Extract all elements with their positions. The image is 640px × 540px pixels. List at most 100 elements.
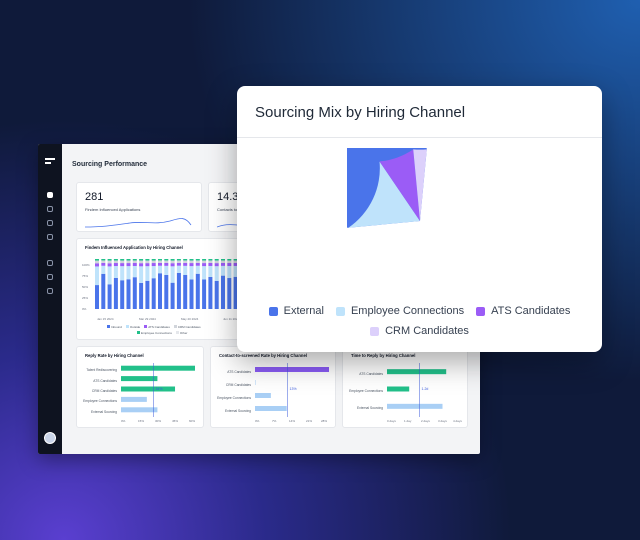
stacked-bar-segment [233,260,238,263]
legend-swatch [335,306,345,316]
stacked-bar-segment [176,272,181,309]
reference-label: 1.2d [422,387,429,391]
stacked-bar-segment [233,262,238,266]
stacked-bar-segment [202,260,207,264]
stacked-bar-segment [101,262,106,266]
time-to-reply-bars: 1.2d [387,363,447,417]
x-tick: 21% [306,419,313,423]
bar [121,386,176,392]
pie-slice-crm-candidates[interactable] [413,149,427,221]
stacked-bar-segment [183,259,188,261]
legend-item-employee-connections[interactable]: Employee Connections [335,305,464,317]
pie-slice-ats-candidates[interactable] [379,149,420,221]
stacked-bar-segment [170,263,175,267]
y-tick: 25% [82,296,89,300]
nav-mail-icon[interactable] [47,206,53,212]
stacked-bar-segment [139,263,144,267]
stacked-bar-segment [139,282,144,309]
x-tick: 15% [138,419,145,423]
legend-item-crm-candidates[interactable]: CRM Candidates [370,325,469,337]
legend-swatch [476,306,486,316]
stacked-bar-segment [221,260,225,263]
bar [255,393,271,398]
stacked-bar-segment [158,259,162,261]
legend-swatch [370,326,380,336]
stacked-bar-segment [107,259,112,261]
stacked-bar-segment [189,263,194,267]
nav-settings-icon[interactable] [47,260,53,266]
stacked-bar-segment [189,266,194,280]
stacked-bar-segment [132,277,137,309]
stacked-bar-segment [202,259,207,261]
pie-slice-employee-connections[interactable] [348,161,420,228]
legend-item-ats-candidates[interactable]: ATS Candidates [476,305,570,317]
time-to-reply-card: Time to Reply by Hiring Channel 1.2d 0 d… [342,346,468,428]
bar [255,367,329,372]
time-to-reply-title: Time to Reply by Hiring Channel [351,353,416,358]
stacked-bar-segment [176,265,181,273]
legend-item: Inbound [107,325,122,329]
stacked-bar-segment [214,260,219,264]
stacked-bar-segment [113,259,118,261]
stacked-bar-segment [233,276,238,309]
stacked-bar-segment [95,260,99,264]
stacked-bar-segment [195,260,200,263]
stacked-bar-segment [120,259,125,261]
stacked-bar-segment [95,285,99,309]
legend-item-external[interactable]: External [268,305,324,317]
stacked-bar-segment [221,262,225,266]
stacked-bar-segment [183,274,188,309]
stacked-bar-segment [132,265,137,278]
bar-label: Employee Connections [217,395,251,400]
x-tick: May 20 2024 [181,317,199,321]
x-tick: Jan 15 2024 [97,317,114,321]
pie-legend: External Employee Connections ATS Candid… [237,305,602,317]
stacked-bar-segment [145,263,150,267]
stacked-bar-segment [151,278,156,309]
y-tick: 50% [82,285,89,289]
stacked-bar-segment [183,260,188,263]
x-tick: 1 day [404,419,412,423]
stacked-bar-segment [139,260,144,264]
bar [255,380,256,385]
stacked-bar-segment [221,275,225,309]
stacked-bar-segment [233,259,238,261]
stacked-bar-segment [170,259,175,261]
stacked-bar-segment [120,280,125,309]
stacked-bar-segment [145,266,150,281]
stacked-bar-segment [151,260,156,264]
nav-megaphone-icon[interactable] [47,234,53,240]
bar-label: CRM Candidates [225,382,251,387]
bar [387,386,410,392]
stacked-bar-segment [158,265,162,274]
reply-rate-title: Reply Rate by Hiring Channel [85,353,144,358]
nav-clock-icon[interactable] [47,288,53,294]
reference-label: 13% [290,387,297,391]
x-tick: 45% [172,419,179,423]
stacked-bar-segment [214,266,219,281]
bar-label: External Sourcing [90,409,117,414]
user-avatar[interactable] [44,432,56,444]
stacked-bar-segment [227,260,232,264]
stacked-bar-segment [145,280,150,309]
bar [121,407,158,413]
contact-rate-card: Contact-to-screened Rate by Hiring Chann… [210,346,336,428]
stacked-bar-segment [227,266,232,279]
sourcing-mix-card: Sourcing Mix by Hiring Channel External … [237,86,602,352]
nav-people-icon[interactable] [47,192,53,198]
bar [255,406,287,411]
legend-swatch [268,306,278,316]
kpi-label: Contacts to... [217,207,241,212]
stacked-bar-segment [164,260,169,263]
nav-camera-icon[interactable] [47,220,53,226]
bar [121,365,195,371]
stacked-bar-segment [120,266,125,281]
bar [121,376,158,382]
stacked-bar-segment [120,260,125,264]
stacked-bar-segment [126,263,131,267]
stacked-bar-segment [195,265,200,274]
legend-item: Employee Connections [137,331,172,335]
legend-item: Outside [125,325,140,329]
stacked-bar-segment [227,263,232,267]
nav-analytics-icon[interactable] [47,274,53,280]
